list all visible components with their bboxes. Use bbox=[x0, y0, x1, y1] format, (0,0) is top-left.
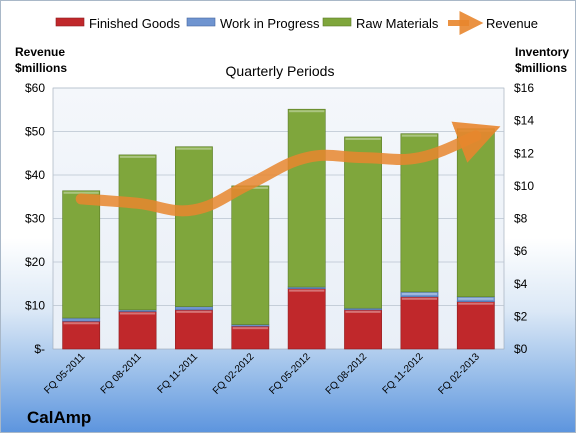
bar-raw-materials-0 bbox=[62, 190, 101, 319]
left-tick-label-0: $- bbox=[34, 342, 45, 356]
revenue-point-0 bbox=[80, 198, 82, 200]
bar-work-in-progress-2 bbox=[175, 306, 213, 311]
revenue-line bbox=[75, 121, 501, 217]
right-tick-label-2: $4 bbox=[514, 277, 528, 291]
left-axis-ticks: $- $10 $20 $30 $40 $50 $60 bbox=[25, 81, 45, 356]
bar-highlight-work-in-progress-7 bbox=[458, 297, 494, 300]
category-label-4: FQ 05-2012 bbox=[267, 351, 313, 397]
bar-highlight-finished-goods-7 bbox=[458, 302, 494, 305]
bar-raw-materials-1 bbox=[118, 154, 157, 311]
category-label-7: FQ 02-2013 bbox=[436, 351, 482, 397]
bar-highlight-raw-materials-5 bbox=[345, 137, 381, 140]
bar-raw-materials-2 bbox=[175, 146, 213, 307]
category-label-2: FQ 11-2011 bbox=[156, 351, 201, 396]
revenue-point-7 bbox=[475, 135, 477, 137]
bar-finished-goods-1 bbox=[118, 311, 157, 350]
bar-finished-goods-5 bbox=[344, 309, 382, 350]
bar-raw-materials-5 bbox=[344, 136, 382, 309]
category-label-5: FQ 08-2012 bbox=[324, 351, 370, 397]
bar-finished-goods-2 bbox=[175, 309, 213, 350]
bar-raw-materials-3 bbox=[231, 185, 270, 325]
right-tick-label-0: $0 bbox=[514, 342, 528, 356]
revenue-point-4 bbox=[305, 156, 307, 158]
right-tick-label-8: $16 bbox=[514, 81, 534, 95]
bar-finished-goods-6 bbox=[400, 296, 439, 350]
right-tick-label-1: $2 bbox=[514, 309, 528, 323]
bar-highlight-finished-goods-6 bbox=[401, 297, 438, 300]
revenue-point-5 bbox=[362, 156, 364, 158]
left-tick-label-1: $10 bbox=[25, 299, 45, 313]
bar-work-in-progress-0 bbox=[62, 317, 101, 322]
left-tick-label-5: $50 bbox=[25, 125, 45, 139]
legend-item-raw-materials: Raw Materials bbox=[322, 16, 439, 31]
revenue-point-6 bbox=[418, 156, 420, 158]
left-axis-title-line1: Revenue bbox=[15, 45, 65, 59]
legend-label-raw-materials: Raw Materials bbox=[356, 16, 439, 31]
legend-item-finished-goods: Finished Goods bbox=[55, 16, 181, 31]
category-label-3: FQ 02-2012 bbox=[211, 351, 257, 397]
bar-finished-goods-0 bbox=[62, 320, 101, 350]
right-axis-title-line2: $millions bbox=[515, 61, 567, 75]
right-axis-ticks: $0 $2 $4 $6 $8 $10 $12 $14 $16 bbox=[514, 81, 534, 356]
legend-label-work-in-progress: Work in Progress bbox=[220, 16, 320, 31]
legend-label-finished-goods: Finished Goods bbox=[89, 16, 181, 31]
bar-finished-goods-7 bbox=[456, 301, 495, 350]
company-name: CalAmp bbox=[27, 408, 91, 427]
revenue-point-3 bbox=[249, 183, 251, 185]
bar-highlight-finished-goods-3 bbox=[232, 327, 268, 330]
bar-raw-materials-7 bbox=[456, 128, 495, 298]
right-tick-label-5: $10 bbox=[514, 179, 534, 193]
legend-swatch-finished-goods bbox=[55, 17, 85, 27]
bar-highlight-raw-materials-2 bbox=[176, 147, 212, 150]
revenue-point-1 bbox=[136, 202, 138, 204]
bar-highlight-finished-goods-2 bbox=[176, 310, 212, 313]
bar-highlight-raw-materials-1 bbox=[119, 155, 156, 158]
bar-highlight-work-in-progress-6 bbox=[401, 292, 438, 295]
revenue-point-2 bbox=[193, 209, 195, 211]
category-label-6: FQ 11-2012 bbox=[381, 351, 426, 396]
right-tick-label-4: $8 bbox=[514, 212, 528, 226]
legend: Finished Goods Work in Progress Raw Mate… bbox=[55, 11, 538, 35]
bars bbox=[62, 108, 495, 350]
legend-item-work-in-progress: Work in Progress bbox=[186, 16, 320, 31]
bar-finished-goods-4 bbox=[287, 288, 326, 350]
bar-highlight-finished-goods-5 bbox=[345, 310, 381, 313]
left-axis-title-line2: $millions bbox=[15, 61, 67, 75]
right-tick-label-6: $12 bbox=[514, 146, 534, 160]
bar-highlight-raw-materials-4 bbox=[289, 110, 325, 113]
right-axis-title-line1: Inventory bbox=[515, 45, 569, 59]
bar-highlight-finished-goods-4 bbox=[289, 289, 325, 292]
category-label-1: FQ 08-2011 bbox=[99, 351, 144, 396]
right-tick-label-3: $6 bbox=[514, 244, 528, 258]
chart-title: Quarterly Periods bbox=[226, 63, 335, 79]
legend-swatch-raw-materials bbox=[322, 17, 352, 27]
legend-label-revenue: Revenue bbox=[486, 16, 538, 31]
left-tick-label-3: $30 bbox=[25, 212, 45, 226]
left-tick-label-2: $20 bbox=[25, 255, 45, 269]
left-tick-label-4: $40 bbox=[25, 168, 45, 182]
legend-swatch-work-in-progress bbox=[186, 17, 216, 27]
legend-item-revenue: Revenue bbox=[448, 11, 538, 35]
bar-finished-goods-3 bbox=[231, 325, 270, 350]
bar-highlight-raw-materials-0 bbox=[63, 191, 99, 194]
right-tick-label-7: $14 bbox=[514, 114, 534, 128]
category-labels: FQ 05-2011 FQ 08-2011 FQ 11-2011 FQ 02-2012… bbox=[42, 351, 482, 397]
left-tick-label-6: $60 bbox=[25, 81, 45, 95]
revenue-line-group bbox=[75, 121, 501, 217]
category-label-0: FQ 05-2011 bbox=[42, 351, 87, 396]
bar-raw-materials-4 bbox=[287, 108, 326, 288]
bar-highlight-finished-goods-0 bbox=[63, 322, 99, 325]
bar-highlight-raw-materials-6 bbox=[401, 134, 438, 137]
bar-highlight-finished-goods-1 bbox=[119, 312, 156, 315]
